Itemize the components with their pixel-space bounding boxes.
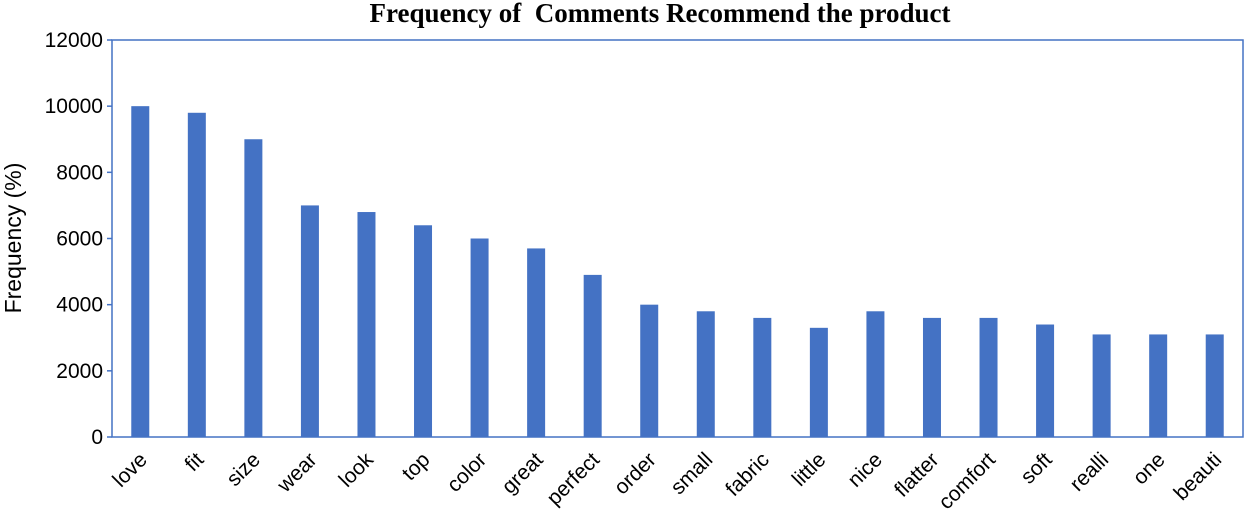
bar-wear xyxy=(300,205,319,437)
x-tick-label: realli xyxy=(1066,448,1114,496)
bar-great xyxy=(527,248,546,437)
x-tick-label: fit xyxy=(181,448,209,476)
y-tick-label: 4000 xyxy=(56,294,103,317)
x-tick-label: love xyxy=(108,448,152,492)
bar-realli xyxy=(1092,334,1111,437)
bar-size xyxy=(244,139,263,437)
y-tick-label: 10000 xyxy=(45,95,103,118)
y-axis-label: Frequency (%) xyxy=(0,163,26,314)
x-tick-label: fabric xyxy=(721,448,774,501)
y-tick-label: 12000 xyxy=(45,29,103,52)
x-tick-label: look xyxy=(335,448,379,492)
y-tick-label: 6000 xyxy=(56,228,103,251)
x-tick-label: color xyxy=(443,448,491,496)
bar-top xyxy=(414,225,433,437)
x-tick-label: top xyxy=(398,448,435,485)
x-tick-label: small xyxy=(666,448,717,499)
bar-perfect xyxy=(583,274,602,437)
bar-color xyxy=(470,238,489,437)
bar-love xyxy=(131,106,150,438)
bar-one xyxy=(1149,334,1168,437)
bar-look xyxy=(357,212,376,437)
bar-beauti xyxy=(1205,334,1224,437)
bars xyxy=(131,106,1224,438)
y-tick-label: 2000 xyxy=(56,360,103,383)
y-tick-label: 0 xyxy=(91,426,103,449)
bar-flatter xyxy=(922,317,941,437)
chart-title: Frequency of Comments Recommend the prod… xyxy=(370,0,951,28)
bar-comfort xyxy=(979,317,998,437)
x-tick-label: flatter xyxy=(890,448,943,501)
x-tick-label: comfort xyxy=(934,448,1000,514)
bar-soft xyxy=(1036,324,1055,437)
y-axis-ticks: 0 2000 4000 6000 8000 10000 12000 xyxy=(45,29,112,449)
plot-area-frame xyxy=(111,39,1244,438)
bar-nice xyxy=(866,311,885,437)
bar-little xyxy=(809,327,828,437)
bar-small xyxy=(696,311,715,437)
bar-fabric xyxy=(753,317,772,437)
bar-order xyxy=(640,304,659,437)
y-tick-label: 8000 xyxy=(56,161,103,184)
x-tick-label: wear xyxy=(272,448,321,497)
x-tick-label: beauti xyxy=(1170,448,1227,505)
x-tick-label: size xyxy=(222,448,265,491)
x-tick-label: nice xyxy=(843,448,887,492)
x-tick-label: one xyxy=(1129,448,1170,489)
x-tick-label: order xyxy=(610,448,661,499)
bar-fit xyxy=(187,112,206,438)
x-tick-label: great xyxy=(498,448,548,498)
x-tick-label: perfect xyxy=(543,448,605,510)
x-tick-label: soft xyxy=(1016,448,1056,488)
x-tick-label: little xyxy=(788,448,831,491)
